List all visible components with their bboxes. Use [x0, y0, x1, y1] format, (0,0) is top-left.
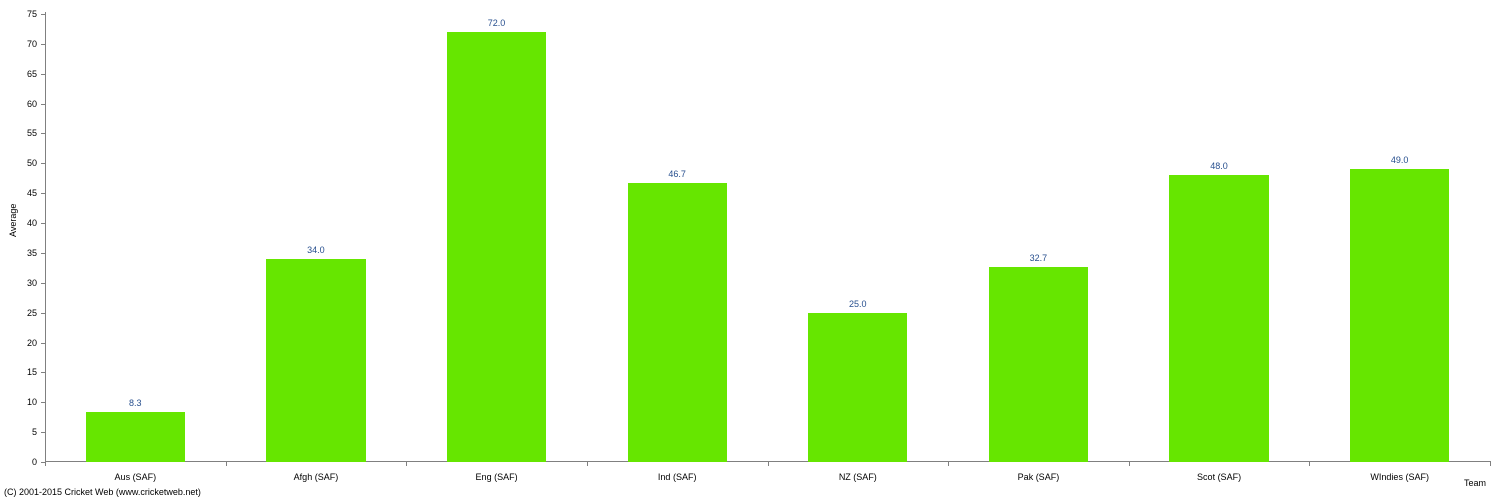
x-tick-label: Afgh (SAF)	[294, 472, 339, 482]
bar	[808, 313, 907, 462]
y-tick	[41, 432, 45, 433]
y-tick-label: 60	[27, 99, 37, 109]
x-tick-label: Scot (SAF)	[1197, 472, 1241, 482]
y-tick-label: 75	[27, 9, 37, 19]
y-tick	[41, 313, 45, 314]
x-tick	[1129, 462, 1130, 466]
bar-value-label: 46.7	[668, 169, 686, 179]
y-tick	[41, 14, 45, 15]
y-tick	[41, 253, 45, 254]
y-tick	[41, 44, 45, 45]
y-tick	[41, 74, 45, 75]
credit-text: (C) 2001-2015 Cricket Web (www.cricketwe…	[4, 487, 201, 497]
y-tick-label: 50	[27, 158, 37, 168]
x-tick	[1309, 462, 1310, 466]
y-tick-label: 55	[27, 128, 37, 138]
bar-value-label: 25.0	[849, 299, 867, 309]
y-tick-label: 10	[27, 397, 37, 407]
bar-value-label: 32.7	[1030, 253, 1048, 263]
y-tick-label: 40	[27, 218, 37, 228]
bar	[447, 32, 546, 462]
bar-value-label: 48.0	[1210, 161, 1228, 171]
x-tick	[1490, 462, 1491, 466]
y-tick	[41, 163, 45, 164]
x-tick	[226, 462, 227, 466]
y-tick	[41, 133, 45, 134]
bar-chart: Average Team 8.3 34.0 72.0 46.7 25.0 32.7 48.0…	[0, 0, 1500, 500]
y-tick-label: 45	[27, 188, 37, 198]
y-tick-label: 65	[27, 69, 37, 79]
bar-value-label: 49.0	[1391, 155, 1409, 165]
bar-value-label: 8.3	[129, 398, 142, 408]
y-tick-label: 0	[32, 457, 37, 467]
bar-value-label: 72.0	[488, 18, 506, 28]
x-tick	[45, 462, 46, 466]
plot-area: 8.3 34.0 72.0 46.7 25.0 32.7 48.0 49.0	[45, 14, 1490, 462]
bar	[266, 259, 365, 462]
y-tick	[41, 223, 45, 224]
bar	[86, 412, 185, 462]
y-tick-label: 70	[27, 39, 37, 49]
y-tick	[41, 193, 45, 194]
y-tick	[41, 104, 45, 105]
x-tick	[948, 462, 949, 466]
x-tick-label: Ind (SAF)	[658, 472, 697, 482]
y-tick-label: 30	[27, 278, 37, 288]
bar	[1350, 169, 1449, 462]
y-tick-label: 15	[27, 367, 37, 377]
y-tick-label: 5	[32, 427, 37, 437]
y-tick-label: 20	[27, 338, 37, 348]
y-tick-label: 25	[27, 308, 37, 318]
y-axis-line	[45, 12, 46, 464]
x-tick-label: Pak (SAF)	[1018, 472, 1060, 482]
y-tick	[41, 372, 45, 373]
x-tick-label: NZ (SAF)	[839, 472, 877, 482]
bar	[1169, 175, 1268, 462]
x-tick-label: WIndies (SAF)	[1370, 472, 1429, 482]
y-tick	[41, 402, 45, 403]
bar	[628, 183, 727, 462]
x-tick-label: Eng (SAF)	[476, 472, 518, 482]
y-tick-label: 35	[27, 248, 37, 258]
x-tick-label: Aus (SAF)	[115, 472, 157, 482]
x-tick	[587, 462, 588, 466]
y-tick	[41, 283, 45, 284]
x-axis-title: Team	[1464, 478, 1486, 488]
y-axis-title: Average	[8, 204, 18, 237]
x-tick	[768, 462, 769, 466]
bar	[989, 267, 1088, 462]
y-tick	[41, 343, 45, 344]
x-tick	[406, 462, 407, 466]
bar-value-label: 34.0	[307, 245, 325, 255]
